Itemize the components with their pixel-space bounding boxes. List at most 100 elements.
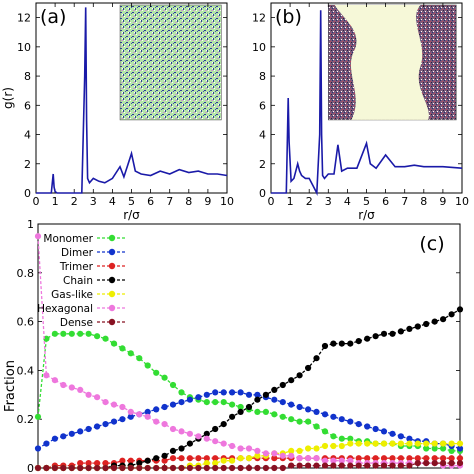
data-point — [85, 460, 92, 467]
data-point — [102, 464, 109, 472]
data-point — [406, 440, 413, 447]
data-point — [144, 362, 151, 369]
data-point — [448, 460, 455, 467]
y-tick-label: 0.2 — [17, 413, 35, 426]
y-tick-label: 0 — [259, 187, 266, 200]
data-point — [423, 445, 430, 452]
data-point — [60, 330, 67, 337]
data-point — [220, 399, 227, 406]
x-tick-label: 0 — [268, 195, 275, 208]
data-point — [431, 318, 438, 325]
data-point — [229, 457, 236, 464]
data-point — [423, 455, 430, 462]
data-point — [271, 450, 278, 457]
data-point — [212, 399, 219, 406]
data-point — [127, 413, 134, 420]
x-tick-label: 5 — [363, 195, 370, 208]
data-point — [414, 440, 421, 447]
data-point — [313, 423, 320, 430]
x-tick-label: 9 — [204, 195, 211, 208]
data-point — [212, 438, 219, 445]
inset-dense-region — [334, 5, 429, 120]
data-point — [186, 455, 193, 462]
data-point — [203, 399, 210, 406]
data-point — [161, 421, 168, 428]
y-tick-label: 0.8 — [17, 267, 35, 280]
y-tick-label: 4 — [24, 129, 31, 142]
data-point — [178, 464, 185, 472]
data-point — [347, 462, 354, 469]
data-point — [203, 455, 210, 462]
data-point — [414, 460, 421, 467]
data-point — [212, 389, 219, 396]
data-point — [169, 464, 177, 472]
data-point — [169, 447, 177, 454]
data-point — [389, 440, 396, 447]
data-point — [34, 413, 42, 420]
data-point — [245, 391, 253, 398]
data-point — [85, 425, 92, 433]
x-tick-label: 1 — [52, 195, 59, 208]
x-tick-label: 7 — [166, 195, 173, 208]
data-point — [220, 464, 227, 472]
data-point — [262, 464, 269, 472]
data-point — [313, 355, 320, 362]
y-tick-label: 10 — [252, 41, 266, 54]
data-point — [313, 462, 320, 469]
data-point — [389, 430, 396, 437]
data-point — [448, 311, 455, 318]
panel-label: (a) — [40, 6, 66, 28]
x-tick-label: 10 — [220, 195, 234, 208]
data-point — [77, 330, 84, 337]
y-tick-label: 1 — [27, 218, 34, 231]
legend-marker — [108, 304, 116, 312]
data-point — [186, 464, 193, 472]
inset-snapshot — [119, 4, 222, 121]
data-point — [85, 464, 92, 472]
data-point — [178, 455, 185, 462]
data-point — [77, 464, 84, 472]
data-point — [161, 452, 168, 459]
data-point — [102, 421, 109, 428]
y-tick-label: 8 — [259, 70, 266, 83]
data-point — [195, 464, 202, 472]
data-point — [85, 391, 92, 398]
data-point — [43, 372, 50, 379]
data-point — [77, 428, 84, 435]
legend-marker — [108, 318, 116, 326]
data-point — [203, 435, 210, 442]
data-point — [237, 389, 244, 396]
data-point — [254, 396, 261, 403]
data-point — [372, 425, 379, 433]
data-point — [305, 462, 312, 469]
data-point — [313, 408, 320, 415]
data-point — [60, 381, 67, 389]
data-point — [102, 335, 109, 342]
data-point — [237, 408, 244, 415]
legend-label: Hexagonal — [37, 303, 93, 315]
data-point — [85, 330, 92, 337]
data-point — [110, 418, 118, 425]
data-point — [127, 464, 134, 472]
data-point — [431, 460, 438, 467]
x-tick-label: 9 — [439, 195, 446, 208]
data-point — [169, 425, 177, 433]
data-point — [237, 464, 244, 472]
data-point — [60, 464, 67, 472]
data-point — [254, 391, 261, 398]
x-tick-label: 5 — [128, 195, 135, 208]
data-point — [271, 411, 278, 418]
data-point — [423, 460, 430, 467]
data-point — [144, 413, 151, 420]
data-point — [212, 464, 219, 472]
data-point — [456, 445, 464, 452]
data-point — [279, 381, 286, 389]
data-point — [347, 457, 354, 464]
data-point — [94, 460, 101, 467]
data-point — [195, 394, 202, 401]
data-point — [136, 464, 143, 472]
data-point — [355, 440, 362, 447]
data-point — [380, 462, 388, 469]
data-point — [77, 386, 84, 393]
data-point — [338, 462, 345, 469]
